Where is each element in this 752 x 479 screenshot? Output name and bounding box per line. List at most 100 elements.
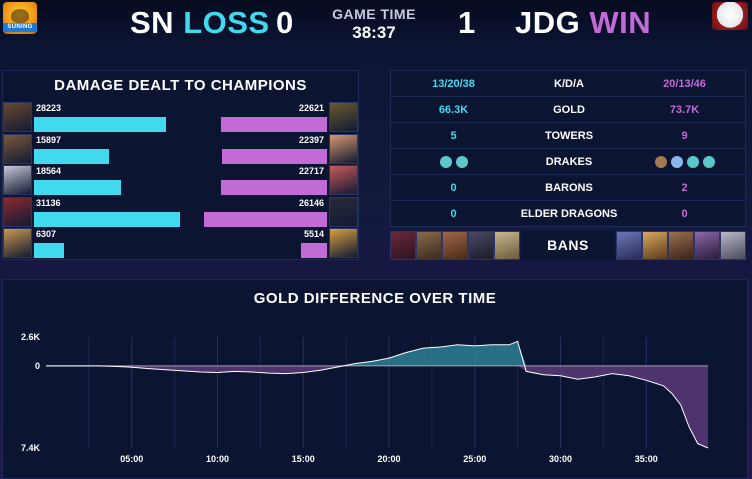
stat-label: DRAKES: [545, 156, 593, 168]
red-ban-1: [616, 231, 642, 260]
red-damage-bar: [222, 148, 327, 164]
red-stat-value: [622, 149, 747, 175]
red-damage-value: 22717: [298, 166, 324, 176]
x-axis-tick-label: 05:00: [120, 454, 143, 464]
red-champion-portrait: [329, 102, 358, 132]
gold-difference-chart: 2.6K 0 7.4K 05:00 10:00 15:00 20:00 25:00 30:…: [21, 332, 709, 464]
gold-difference-panel: GOLD DIFFERENCE OVER TIME 2.6K 0 7.4K 05…: [2, 279, 748, 479]
blue-damage-value: 28223: [36, 103, 62, 113]
cloud-drake-icon: [670, 156, 683, 169]
red-ban-5: [720, 231, 746, 260]
blue-damage-value: 18564: [36, 166, 62, 176]
stat-row-towers: 5 TOWERS 9: [391, 123, 745, 149]
blue-team-name: SN LOSS: [130, 5, 270, 41]
blue-ban-2: [416, 231, 442, 260]
blue-champion-portrait: [3, 102, 32, 132]
red-champion-portrait: [329, 133, 358, 164]
gold-area-red-lead: [46, 365, 708, 448]
stat-label: ELDER DRAGONS: [520, 208, 618, 220]
ocean-drake-icon: [439, 156, 452, 169]
blue-stat-value: 0: [450, 182, 457, 194]
blue-ban-3: [442, 231, 468, 260]
x-axis-tick-label: 25:00: [463, 454, 486, 464]
blue-damage-bar: [34, 180, 122, 195]
bans-strip: BANS: [390, 231, 746, 260]
red-champion-portrait: [329, 228, 358, 258]
red-champion-portrait: [329, 165, 358, 195]
red-team-tag: JDG: [515, 5, 581, 40]
blue-team-result: LOSS: [183, 5, 270, 40]
blue-champion-portrait: [3, 165, 32, 195]
blue-damage-value: 31136: [36, 197, 61, 208]
blue-damage-bar: [34, 211, 180, 227]
red-damage-bar: [220, 117, 327, 132]
red-stat-value: 20/13/46: [663, 78, 706, 90]
x-axis-tick-label: 15:00: [292, 454, 315, 464]
red-team-result: WIN: [589, 5, 652, 40]
red-damage-bar: [204, 211, 327, 227]
x-axis-tick-label: 35:00: [635, 454, 658, 464]
blue-damage-bar: [34, 243, 64, 258]
blue-ban-1: [390, 231, 416, 260]
blue-stat-value: 5: [450, 130, 457, 142]
sn-logo-tag: SUNING: [3, 23, 37, 32]
blue-damage-bar: [34, 117, 167, 132]
damage-panel: DAMAGE DEALT TO CHAMPIONS 28223 22621 1589…: [2, 70, 359, 260]
ocean-drake-icon: [455, 156, 468, 169]
blue-damage-value: 6307: [36, 229, 57, 239]
game-time-label: GAME TIME: [332, 6, 416, 22]
blue-damage-value: 15897: [36, 134, 62, 145]
blue-ban-4: [468, 231, 494, 260]
blue-stat-value: 0: [450, 208, 457, 220]
jdg-team-logo: [712, 2, 748, 30]
gold-area-blue-lead: [46, 341, 708, 366]
scoreboard-header: SUNING SN LOSS 0 GAME TIME 38:37 1 JDG W…: [0, 0, 752, 46]
damage-panel-title: DAMAGE DEALT TO CHAMPIONS: [54, 77, 307, 94]
stat-label: BARONS: [545, 182, 593, 194]
x-axis-ticks: 05:00 10:00 15:00 20:00 25:00 30:00 35:00: [120, 454, 658, 464]
red-damage-value: 26146: [298, 197, 324, 208]
blue-champion-portrait: [3, 228, 32, 258]
blue-team-tag: SN: [130, 5, 175, 40]
stat-row-barons: 0 BARONS 2: [391, 175, 745, 201]
stat-row-gold: 66.3K GOLD 73.7K: [391, 97, 745, 123]
x-axis-tick-label: 30:00: [549, 454, 572, 464]
red-ban-3: [668, 231, 694, 260]
x-axis-tick-label: 20:00: [377, 454, 400, 464]
red-ban-2: [642, 231, 668, 260]
blue-champion-portrait: [3, 196, 32, 227]
red-damage-bar: [301, 243, 327, 258]
gold-difference-line: [46, 340, 709, 449]
ocean-drake-icon: [702, 156, 715, 169]
red-stat-value: 73.7K: [669, 104, 700, 116]
y-axis-bottom-label: 7.4K: [21, 443, 41, 453]
blue-ban-5: [494, 231, 520, 260]
x-axis-tick-label: 10:00: [206, 454, 229, 464]
stat-label: GOLD: [553, 104, 585, 116]
stat-label: TOWERS: [544, 130, 594, 142]
red-damage-bar: [220, 180, 327, 195]
red-stat-value: 2: [681, 182, 688, 194]
team-stats-panel: 13/20/38 K/D/A 20/13/46 66.3K GOLD 73.7K 5 TOWE…: [390, 70, 746, 227]
red-team-score: 1: [458, 5, 476, 40]
stat-row-elder-dragons: 0 ELDER DRAGONS 0: [391, 201, 745, 227]
mountain-drake-icon: [654, 156, 667, 169]
stat-row-k-d-a: 13/20/38 K/D/A 20/13/46: [391, 71, 745, 97]
red-stat-value: 0: [681, 208, 688, 220]
gold-chart-title: GOLD DIFFERENCE OVER TIME: [253, 290, 497, 307]
blue-stat-value: [391, 149, 516, 175]
red-damage-value: 22397: [298, 134, 324, 145]
blue-damage-bar: [34, 148, 109, 164]
blue-team-score: 0: [276, 5, 294, 40]
red-ban-4: [694, 231, 720, 260]
red-damage-value: 5514: [303, 229, 324, 239]
blue-champion-portrait: [3, 133, 32, 164]
red-damage-value: 22621: [298, 103, 324, 113]
red-champion-portrait: [329, 196, 358, 227]
blue-stat-value: 13/20/38: [432, 78, 475, 90]
blue-stat-value: 66.3K: [438, 104, 469, 116]
y-axis-zero-label: 0: [35, 361, 40, 371]
game-time-value: 38:37: [352, 23, 396, 42]
red-stat-value: 9: [681, 130, 688, 142]
gold-chart-gridlines: [88, 337, 647, 448]
